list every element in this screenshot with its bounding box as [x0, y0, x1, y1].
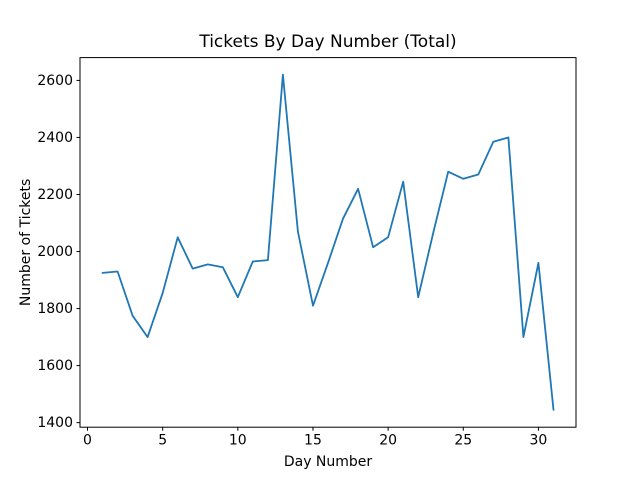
x-tick-label: 0 — [83, 433, 92, 449]
x-tick-label: 20 — [379, 433, 397, 449]
chart-title: Tickets By Day Number (Total) — [198, 32, 456, 52]
x-tick-label: 25 — [454, 433, 472, 449]
data-line-series — [101, 73, 555, 411]
y-tick-label: 1800 — [37, 301, 73, 317]
y-tick-label: 2000 — [37, 244, 73, 260]
y-tick-label: 2200 — [37, 187, 73, 203]
x-tick-label: 10 — [229, 433, 247, 449]
y-tick-label: 1400 — [37, 415, 73, 431]
y-tick-label: 2400 — [37, 130, 73, 146]
plot-frame — [79, 57, 577, 428]
y-tick-label: 1600 — [37, 358, 73, 374]
x-tick-label: 5 — [158, 433, 167, 449]
x-tick-label: 30 — [530, 433, 548, 449]
y-tick-label: 2600 — [37, 73, 73, 89]
x-axis-label: Day Number — [284, 454, 373, 470]
y-axis-label: Number of Tickets — [18, 179, 34, 306]
x-tick-label: 15 — [304, 433, 322, 449]
